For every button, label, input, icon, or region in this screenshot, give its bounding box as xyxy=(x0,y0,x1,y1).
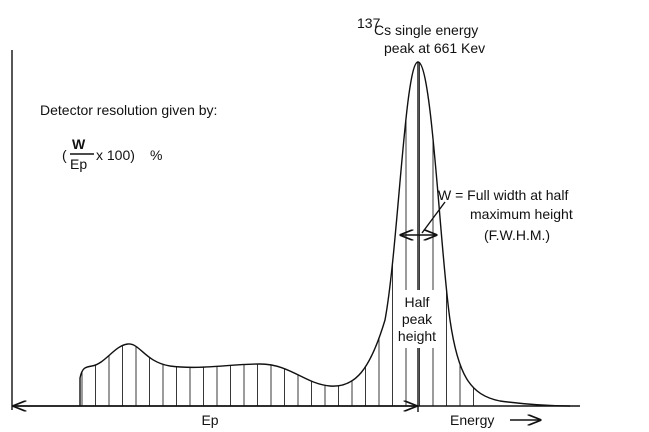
factor: x 100) xyxy=(96,147,135,163)
numerator: W xyxy=(72,136,86,152)
percent: % xyxy=(150,147,162,163)
ep-label: Ep xyxy=(201,412,218,428)
fwhm-label: (F.W.H.M.) xyxy=(484,227,550,243)
half-peak-label: Half xyxy=(405,294,430,310)
energy-label: Energy xyxy=(450,412,494,428)
peak-label: Cs single energy xyxy=(374,22,478,38)
half-peak-label: height xyxy=(398,328,436,344)
ep-gap xyxy=(190,410,230,430)
leader-line xyxy=(421,201,446,234)
paren: ( xyxy=(62,147,67,163)
spectrum-curve xyxy=(79,61,571,407)
half-peak-label: peak xyxy=(402,311,433,327)
fwhm-label: W = Full width at half xyxy=(438,187,568,203)
resolution-title: Detector resolution given by: xyxy=(40,102,217,118)
denominator: Ep xyxy=(70,156,87,172)
label-box xyxy=(393,290,441,348)
peak-label: peak at 661 Kev xyxy=(384,40,485,56)
fwhm-label: maximum height xyxy=(470,206,573,222)
isotope-mass: 137 xyxy=(357,15,381,31)
hatching xyxy=(81,62,474,406)
